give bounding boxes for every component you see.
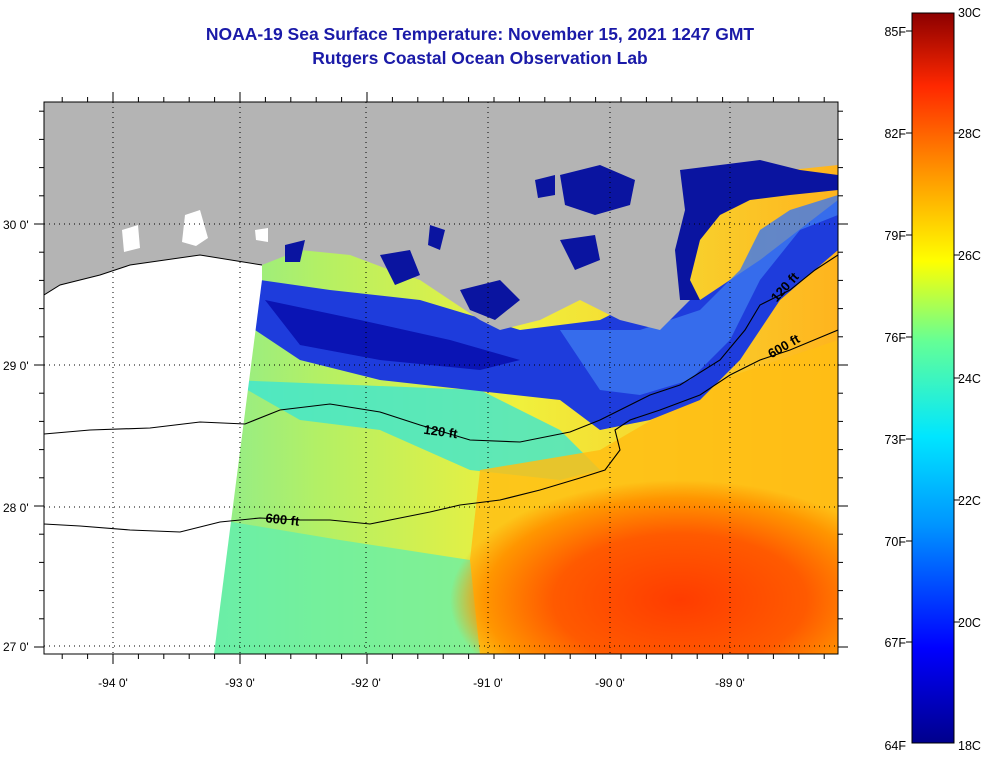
lake-maurepas — [535, 175, 555, 198]
lon-label-94: -94 0' — [98, 676, 128, 690]
contour-label-600-west: 600 ft — [265, 510, 301, 529]
land-mass — [44, 102, 838, 330]
lon-label-91: -91 0' — [473, 676, 503, 690]
contour-120ft — [44, 254, 838, 443]
cb-label-24c: 24C — [958, 372, 981, 386]
cb-label-22c: 22C — [958, 494, 981, 508]
contour-600ft — [44, 329, 838, 533]
lat-label-28: 28 0' — [3, 501, 29, 515]
cb-label-82f: 82F — [884, 127, 906, 141]
cb-label-20c: 20C — [958, 616, 981, 630]
delta-outflow — [560, 195, 838, 395]
lat-label-27: 27 0' — [3, 640, 29, 654]
lon-label-90: -90 0' — [595, 676, 625, 690]
lon-label-89: -89 0' — [715, 676, 745, 690]
map-plot-area — [44, 102, 838, 654]
cb-label-64f: 64F — [884, 739, 906, 753]
cb-label-76f: 76F — [884, 331, 906, 345]
lon-label-92: -92 0' — [351, 676, 381, 690]
bay-1 — [560, 235, 600, 270]
cb-label-85f: 85F — [884, 25, 906, 39]
lake-pontchartrain — [560, 165, 635, 215]
map-subtitle: Rutgers Coastal Ocean Observation Lab — [312, 48, 648, 68]
cb-label-67f: 67F — [884, 636, 906, 650]
cold-coastal-core — [265, 300, 520, 370]
bay-2 — [460, 280, 520, 320]
cb-label-26c: 26C — [958, 249, 981, 263]
map-frame — [43, 101, 839, 655]
colorbar — [911, 12, 955, 744]
contour-label-120-west: 120 ft — [423, 422, 459, 442]
lat-label-30: 30 0' — [3, 218, 29, 232]
cb-label-30c: 30C — [958, 6, 981, 20]
cb-label-79f: 79F — [884, 229, 906, 243]
map-title: NOAA-19 Sea Surface Temperature: Novembe… — [205, 24, 755, 44]
coastline — [44, 254, 263, 296]
white-lake — [255, 228, 268, 242]
breton-sound — [675, 160, 838, 300]
bay-3 — [380, 250, 420, 285]
cb-label-73f: 73F — [884, 433, 906, 447]
lake-calcasieu — [182, 210, 208, 246]
lon-label-93: -93 0' — [225, 676, 255, 690]
cb-label-18c: 18C — [958, 739, 981, 753]
graticule — [44, 102, 838, 654]
cb-label-70f: 70F — [884, 535, 906, 549]
bay-5 — [428, 225, 445, 250]
lat-label-29: 29 0' — [3, 359, 29, 373]
warm-core — [450, 480, 838, 654]
colorbar-ticks — [906, 30, 960, 643]
sabine-lake — [122, 225, 140, 252]
cb-label-28c: 28C — [958, 127, 981, 141]
cool-water-south — [214, 520, 480, 654]
bay-4 — [285, 240, 305, 262]
axis-ticks — [34, 92, 848, 664]
